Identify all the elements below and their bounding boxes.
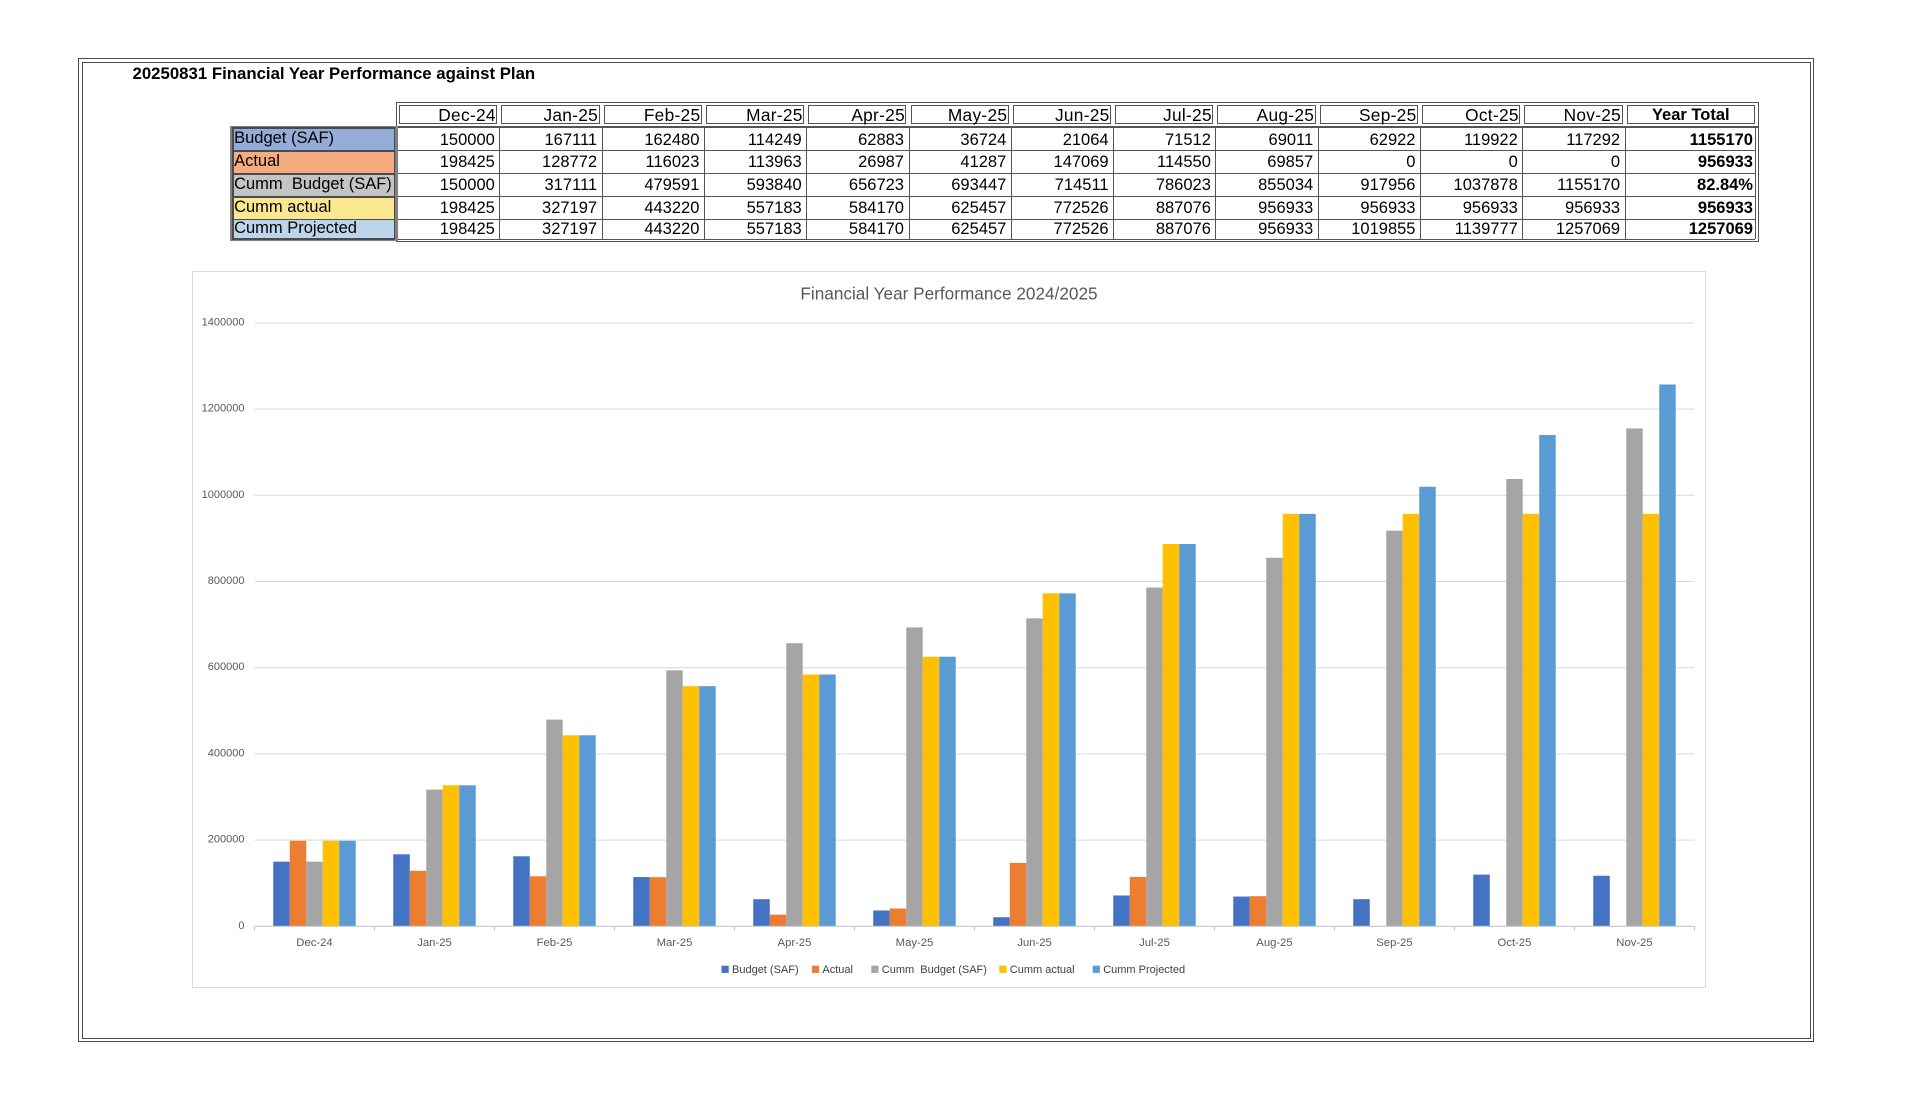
svg-text:Feb-25: Feb-25 xyxy=(537,937,573,949)
svg-text:Budget (SAF): Budget (SAF) xyxy=(732,964,799,976)
svg-text:Jan-25: Jan-25 xyxy=(417,937,452,949)
svg-text:Financial Year Performance 202: Financial Year Performance 2024/2025 xyxy=(800,284,1097,304)
svg-text:May-25: May-25 xyxy=(896,937,934,949)
svg-text:800000: 800000 xyxy=(208,575,245,587)
svg-text:Nov-25: Nov-25 xyxy=(1616,937,1652,949)
svg-text:Sep-25: Sep-25 xyxy=(1376,937,1412,949)
svg-text:Cumm Projected: Cumm Projected xyxy=(1103,964,1185,976)
svg-text:Cumm Budget (SAF): Cumm Budget (SAF) xyxy=(882,964,987,976)
svg-text:Dec-24: Dec-24 xyxy=(296,937,332,949)
svg-text:1400000: 1400000 xyxy=(202,316,245,328)
svg-text:0: 0 xyxy=(238,920,244,932)
svg-text:Jun-25: Jun-25 xyxy=(1017,937,1052,949)
svg-text:Jul-25: Jul-25 xyxy=(1139,937,1170,949)
svg-text:Cumm actual: Cumm actual xyxy=(1010,964,1075,976)
svg-text:1200000: 1200000 xyxy=(202,403,245,415)
svg-text:1000000: 1000000 xyxy=(202,489,245,501)
svg-text:600000: 600000 xyxy=(208,661,245,673)
svg-text:Mar-25: Mar-25 xyxy=(657,937,693,949)
svg-text:Actual: Actual xyxy=(822,964,853,976)
svg-text:Oct-25: Oct-25 xyxy=(1498,937,1532,949)
svg-text:400000: 400000 xyxy=(208,747,245,759)
svg-text:Aug-25: Aug-25 xyxy=(1256,937,1292,949)
svg-text:Apr-25: Apr-25 xyxy=(778,937,812,949)
svg-text:200000: 200000 xyxy=(208,834,245,846)
